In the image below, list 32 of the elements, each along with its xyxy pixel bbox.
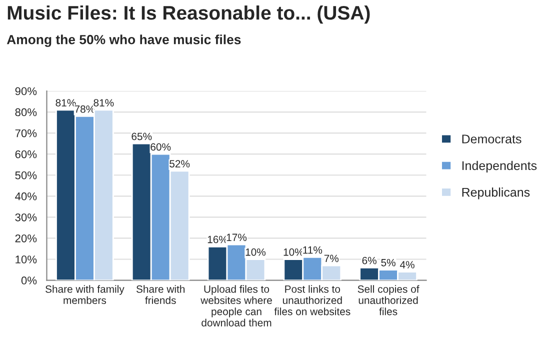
y-tick-label: 40% [15, 192, 37, 200]
data-label: 81% [94, 99, 114, 106]
chart-subtitle: Among the 50% who have music files [6, 34, 241, 47]
y-tick-label: 80% [15, 108, 37, 116]
legend-label: Republicans [462, 188, 530, 200]
data-label: 52% [170, 160, 190, 168]
x-tick-label: Post links to unauthorized files on websites [274, 285, 350, 316]
y-tick-label: 90% [15, 87, 37, 96]
data-label: 65% [132, 132, 152, 140]
data-label: 6% [362, 256, 376, 264]
data-label: 4% [400, 261, 414, 268]
data-label: 11% [303, 246, 322, 254]
y-tick-label: 0% [21, 276, 37, 284]
y-tick-label: 50% [15, 171, 37, 180]
data-label: 17% [226, 234, 247, 242]
x-tick-label: Sell copies of unauthorized files [358, 285, 420, 316]
data-label: 7% [324, 254, 339, 262]
legend-label: Independents [462, 160, 537, 173]
y-tick-label: 60% [15, 150, 37, 158]
x-tick-label: Share with family members [46, 285, 124, 304]
data-label: 81% [56, 99, 76, 106]
data-label: 10% [246, 248, 266, 256]
chart-title: Music Files: It Is Reasonable to... (USA) [8, 5, 370, 24]
y-tick-label: 10% [16, 256, 37, 264]
y-tick-label: 20% [15, 234, 37, 242]
y-tick-label: 30% [15, 213, 37, 222]
y-tick-label: 70% [15, 129, 37, 138]
legend-label: Democrats [462, 134, 522, 144]
data-label: 5% [381, 258, 396, 266]
data-label: 60% [150, 143, 171, 151]
x-tick-label: Upload files to websites where people can download them [200, 285, 272, 326]
x-tick-label: Share with friends [136, 285, 185, 304]
